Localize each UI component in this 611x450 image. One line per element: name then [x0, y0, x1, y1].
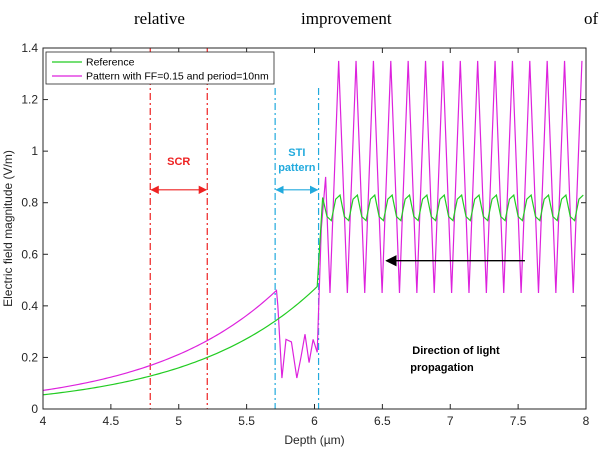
x-tick-label: 8 — [583, 414, 590, 428]
x-tick-label: 7 — [447, 414, 454, 428]
x-tick-label: 6 — [311, 414, 318, 428]
plot-area-frame — [42, 47, 587, 410]
x-tick-label: 4 — [40, 414, 47, 428]
legend: Reference Pattern with FF=0.15 and perio… — [45, 51, 275, 85]
x-tick-label: 5.5 — [238, 414, 255, 428]
x-tick-label: 5 — [175, 414, 182, 428]
y-tick-label: 0 — [31, 402, 38, 416]
page-text-line: relative improvement of — [0, 0, 611, 40]
scr-label: SCR — [167, 156, 190, 168]
x-tick-label: 7.5 — [510, 414, 527, 428]
page-word-improvement: improvement — [301, 9, 392, 28]
y-tick-label: 0.2 — [21, 350, 38, 364]
y-tick-label: 0.8 — [21, 196, 38, 210]
series-line-pattern — [43, 60, 583, 392]
x-tick-label: 6.5 — [374, 414, 391, 428]
legend-box — [45, 51, 275, 85]
y-tick-label: 0.6 — [21, 247, 38, 261]
legend-label-reference: Reference — [86, 57, 135, 69]
page-word-of: of — [584, 9, 599, 28]
series-line-reference — [43, 193, 584, 396]
sti-label-line1: STI — [288, 147, 305, 159]
legend-label-pattern: Pattern with FF=0.15 and period=10nm — [86, 71, 269, 83]
page-word-relative: relative — [134, 9, 185, 28]
direction-label-line2: propagation — [410, 362, 474, 374]
y-axis-label: Electric field magnitude (V/m) — [1, 150, 15, 307]
y-tick-label: 1.2 — [21, 93, 38, 107]
y-tick-label: 1 — [31, 144, 38, 158]
sti-label-line2: pattern — [278, 162, 316, 174]
x-tick-label: 4.5 — [103, 414, 120, 428]
y-tick-label: 0.4 — [21, 299, 38, 313]
direction-label-line1: Direction of light — [412, 345, 500, 357]
x-axis-label: Depth (µm) — [284, 433, 344, 447]
y-tick-label: 1.4 — [21, 41, 38, 55]
